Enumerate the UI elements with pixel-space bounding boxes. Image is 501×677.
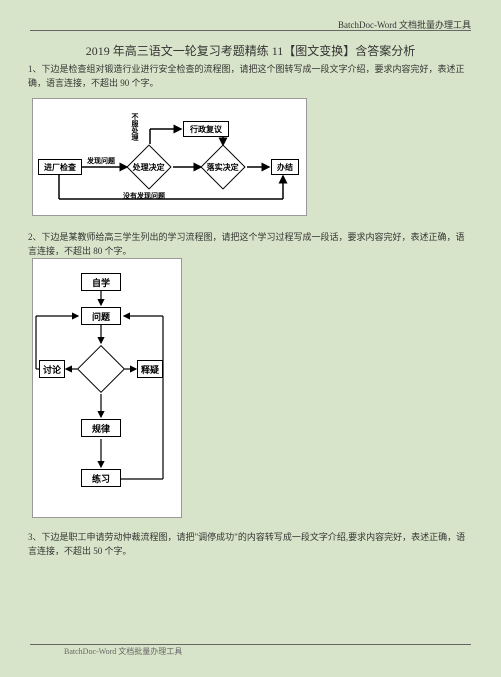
footer-brand: BatchDoc-Word 文档批量办理工具	[64, 646, 182, 657]
label-notfound: 没有发现问题	[123, 191, 165, 201]
page-title: 2019 年高三语文一轮复习考题精练 11【图文变换】含答案分析	[0, 42, 501, 59]
node-discuss: 讨论	[39, 360, 65, 378]
question-1: 1、下边是检查组对锻造行业进行安全检查的流程图，请把这个图转写成一段文字介绍，要…	[0, 62, 501, 91]
node-question: 问题	[81, 307, 121, 325]
node-rule: 规律	[81, 419, 121, 437]
diagram-1-arrows	[33, 99, 308, 217]
header-divider	[30, 30, 471, 31]
label-disagree: 不服处理	[131, 113, 138, 141]
footer-divider	[30, 644, 471, 645]
node-review: 行政复议	[183, 121, 229, 137]
node-self: 自学	[81, 273, 121, 291]
diagram-2: 自学 问题 讨论 释疑 规律 练习	[32, 258, 182, 518]
node-close: 办结	[271, 159, 299, 175]
node-practice: 练习	[81, 469, 121, 487]
question-3: 3、下边是职工申请劳动仲裁流程图，请把"调停成功"的内容转写成一段文字介绍,要求…	[0, 530, 501, 559]
label-found: 发现问题	[87, 156, 115, 166]
diagram-1: 进厂检查 行政复议 处理决定 落实决定 办结 发现问题 不服处理 没有发现问题	[32, 98, 307, 216]
node-wait: 释疑	[137, 360, 163, 378]
node-enter: 进厂检查	[38, 159, 82, 175]
question-2: 2、下边是某教师给高三学生列出的学习流程图，请把这个学习过程写成一段话，要求内容…	[0, 230, 501, 259]
